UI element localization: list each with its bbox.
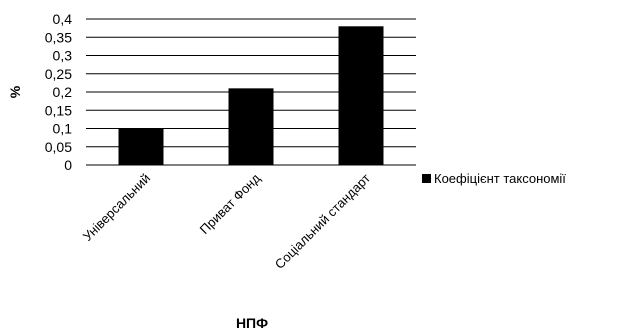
y-tick-label: 0,05 — [45, 139, 72, 155]
y-tick-label: 0 — [64, 157, 72, 173]
legend-label: Коефіцієнт таксономії — [434, 171, 566, 186]
y-tick-label: 0,25 — [45, 66, 72, 82]
legend: Коефіцієнт таксономії — [422, 171, 566, 186]
x-tick-label: Приват Фонд — [197, 170, 264, 237]
bar — [118, 128, 164, 165]
bar — [338, 26, 384, 165]
y-tick-label: 0,35 — [45, 29, 72, 45]
y-tick-label: 0,2 — [53, 84, 73, 100]
x-axis-title: НПФ — [236, 315, 268, 331]
bars — [118, 26, 384, 165]
x-tick-labels: Універсальний Приват Фонд Соціальний станд… — [80, 170, 373, 272]
y-axis-title: % — [7, 85, 23, 98]
y-tick-label: 0,3 — [53, 48, 73, 64]
y-tick-label: 0,15 — [45, 102, 72, 118]
y-tick-labels: 0 0,05 0,1 0,15 0,2 0,25 0,3 0,35 0,4 — [45, 11, 72, 173]
x-tick-label: Соціальний стандарт — [272, 170, 373, 271]
legend-swatch — [422, 174, 431, 183]
y-tick-label: 0,1 — [53, 121, 73, 137]
bar — [228, 88, 274, 165]
y-tick-label: 0,4 — [53, 11, 73, 27]
x-tick-label: Універсальний — [80, 171, 153, 244]
